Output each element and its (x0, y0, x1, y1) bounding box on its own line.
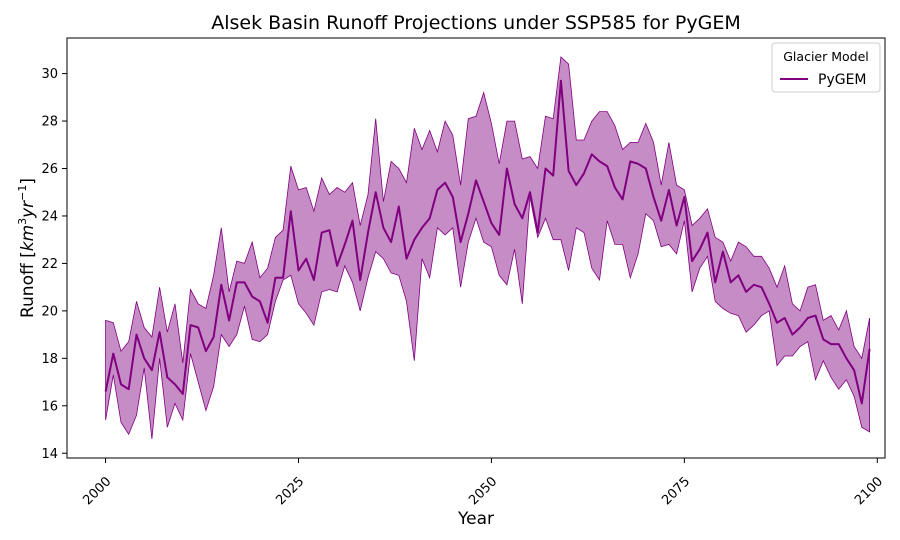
legend-title: Glacier Model (783, 49, 869, 64)
y-tick-label: 14 (41, 447, 58, 462)
x-axis-label: Year (457, 509, 494, 529)
y-tick-label: 16 (41, 399, 58, 414)
x-tick-label: 2075 (659, 474, 693, 508)
x-tick-label: 2050 (466, 474, 500, 508)
y-tick-label: 28 (41, 115, 58, 130)
y-axis-label: Runoff [km3yr−1] (16, 178, 38, 318)
y-tick-label: 20 (41, 304, 58, 319)
x-tick-label: 2000 (80, 474, 114, 508)
y-tick-label: 22 (41, 257, 58, 272)
y-tick-label: 24 (41, 209, 58, 224)
x-tick-label: 2025 (273, 474, 307, 508)
chart-title: Alsek Basin Runoff Projections under SSP… (211, 12, 740, 34)
y-axis: 14 16 18 20 22 24 26 28 30 (41, 67, 67, 462)
uncertainty-band-pygem (105, 56, 870, 440)
plot-area (104, 56, 871, 440)
x-axis: 2000 2025 2050 2075 2100 (80, 458, 886, 508)
y-tick-label: 18 (41, 352, 58, 367)
y-tick-label: 30 (41, 67, 58, 82)
x-tick-label: 2100 (852, 474, 886, 508)
y-tick-label: 26 (41, 162, 58, 177)
legend-label-pygem: PyGEM (818, 72, 867, 88)
legend: Glacier Model PyGEM (771, 42, 881, 93)
plot-frame (66, 37, 886, 459)
series-line-pygem (104, 79, 871, 405)
